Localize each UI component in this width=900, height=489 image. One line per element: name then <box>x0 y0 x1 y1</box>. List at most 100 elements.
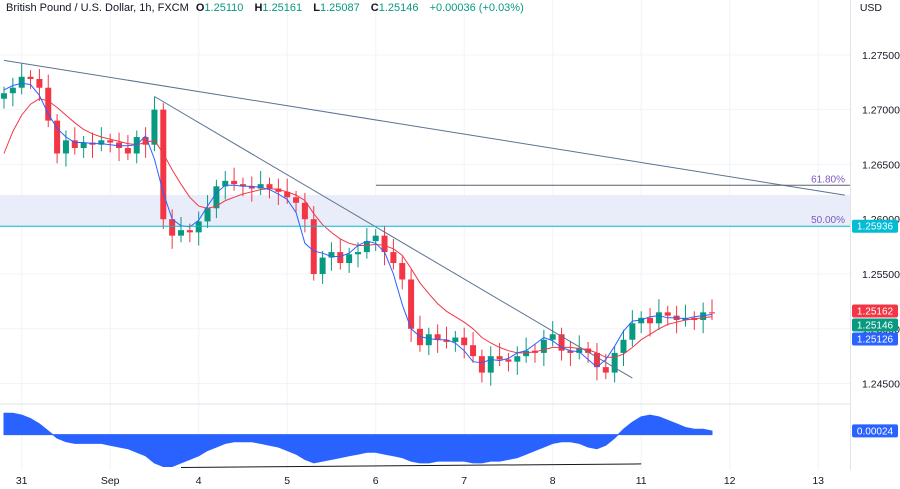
price-tag-label: 1.25126 <box>857 335 894 346</box>
fib-level-label: 61.80% <box>811 174 845 185</box>
candle-body <box>372 235 379 242</box>
candle <box>682 304 689 327</box>
x-tick-label: 12 <box>724 475 736 487</box>
candle <box>27 70 34 89</box>
candle-body <box>399 263 406 280</box>
candle <box>691 311 698 330</box>
candle-body <box>514 356 521 362</box>
candle <box>310 206 317 281</box>
candle-body <box>549 334 556 340</box>
candle-body <box>443 339 450 342</box>
candle-body <box>452 337 459 342</box>
candle <box>514 346 521 375</box>
oscillator-tag-box <box>852 424 898 438</box>
candle-body <box>611 352 618 373</box>
candle <box>416 315 423 352</box>
fib-zone-band <box>0 195 850 227</box>
candle-body <box>160 109 167 220</box>
candle-body <box>425 334 432 346</box>
candle-body <box>540 339 547 353</box>
candle <box>124 134 131 161</box>
price-tag-label: 1.25146 <box>857 321 894 332</box>
candle-body <box>1 93 7 99</box>
candle <box>266 177 273 199</box>
candle <box>98 127 105 152</box>
candle <box>133 130 140 164</box>
candle <box>425 327 432 356</box>
candle-body <box>576 348 583 353</box>
candle <box>532 344 538 363</box>
candle-body <box>496 356 503 360</box>
candle-body <box>178 230 184 236</box>
candles <box>1 63 715 386</box>
candle-body <box>133 137 140 154</box>
candle <box>178 217 184 243</box>
candle-body <box>62 140 69 154</box>
candle-body <box>45 87 52 121</box>
candle-body <box>186 230 193 233</box>
candle-body <box>328 252 335 258</box>
candle <box>629 310 636 347</box>
candle-body <box>709 312 715 314</box>
candle-body <box>337 252 344 264</box>
candle-body <box>80 142 87 148</box>
candle-body <box>222 180 229 187</box>
price-tags: 1.25936 1.25162 1.25146 1.25126 0.00024 <box>852 219 898 438</box>
candle <box>593 343 600 381</box>
x-tick-label: 31 <box>16 475 28 487</box>
candle <box>257 171 264 196</box>
candle-body <box>664 312 671 316</box>
currency-label[interactable]: USD <box>859 2 882 14</box>
candle-body <box>593 352 600 368</box>
y-tick-label: 1.26500 <box>862 159 900 171</box>
candle-body <box>195 221 202 233</box>
fib-level-label: 50.00% <box>811 215 845 226</box>
price-tag: 1.25146 <box>852 318 898 332</box>
fib-levels: 61.80% 50.00% <box>0 174 850 227</box>
candle <box>54 114 61 164</box>
candle-body <box>239 184 246 187</box>
candle <box>664 305 671 326</box>
x-tick-label: 6 <box>373 475 379 487</box>
candle <box>443 326 450 349</box>
candle <box>461 327 468 359</box>
candle <box>647 307 654 337</box>
candle-body <box>310 219 317 274</box>
candle-body <box>346 254 353 264</box>
moving-averages <box>3 82 713 368</box>
candle <box>204 195 211 228</box>
candle <box>248 176 255 202</box>
candle-body <box>27 76 34 79</box>
price-tag: 1.25126 <box>852 332 898 346</box>
price-tag-label: 1.25936 <box>857 222 894 233</box>
candle-body <box>107 140 114 143</box>
candle-body <box>381 235 388 253</box>
candle-body <box>478 356 485 373</box>
trendline <box>154 96 633 379</box>
candle-body <box>213 186 220 209</box>
candle-body <box>293 197 300 203</box>
x-tick-label: 13 <box>812 475 824 487</box>
candle <box>337 238 344 270</box>
price-tag-label: 1.25162 <box>857 307 894 318</box>
candle-body <box>248 186 255 189</box>
x-tick-label: 5 <box>284 475 290 487</box>
candle-body <box>71 140 78 148</box>
candle <box>709 299 715 321</box>
candle <box>452 330 459 352</box>
y-tick-label: 1.24500 <box>862 379 900 391</box>
candle <box>655 299 662 330</box>
x-tick-label: 11 <box>636 475 647 487</box>
chart-header: British Pound / U.S. Dollar, 1h, FXCM O1… <box>6 2 528 14</box>
candle <box>558 327 565 361</box>
candle <box>195 211 202 246</box>
candle-body <box>363 241 370 253</box>
candle-body <box>470 345 477 357</box>
symbol-title[interactable]: British Pound / U.S. Dollar, 1h, FXCM <box>6 2 189 14</box>
candle-body <box>700 312 707 321</box>
x-tick-label: 4 <box>196 475 202 487</box>
candle-body <box>567 350 574 353</box>
candle-body <box>461 337 468 346</box>
candle <box>319 250 326 284</box>
